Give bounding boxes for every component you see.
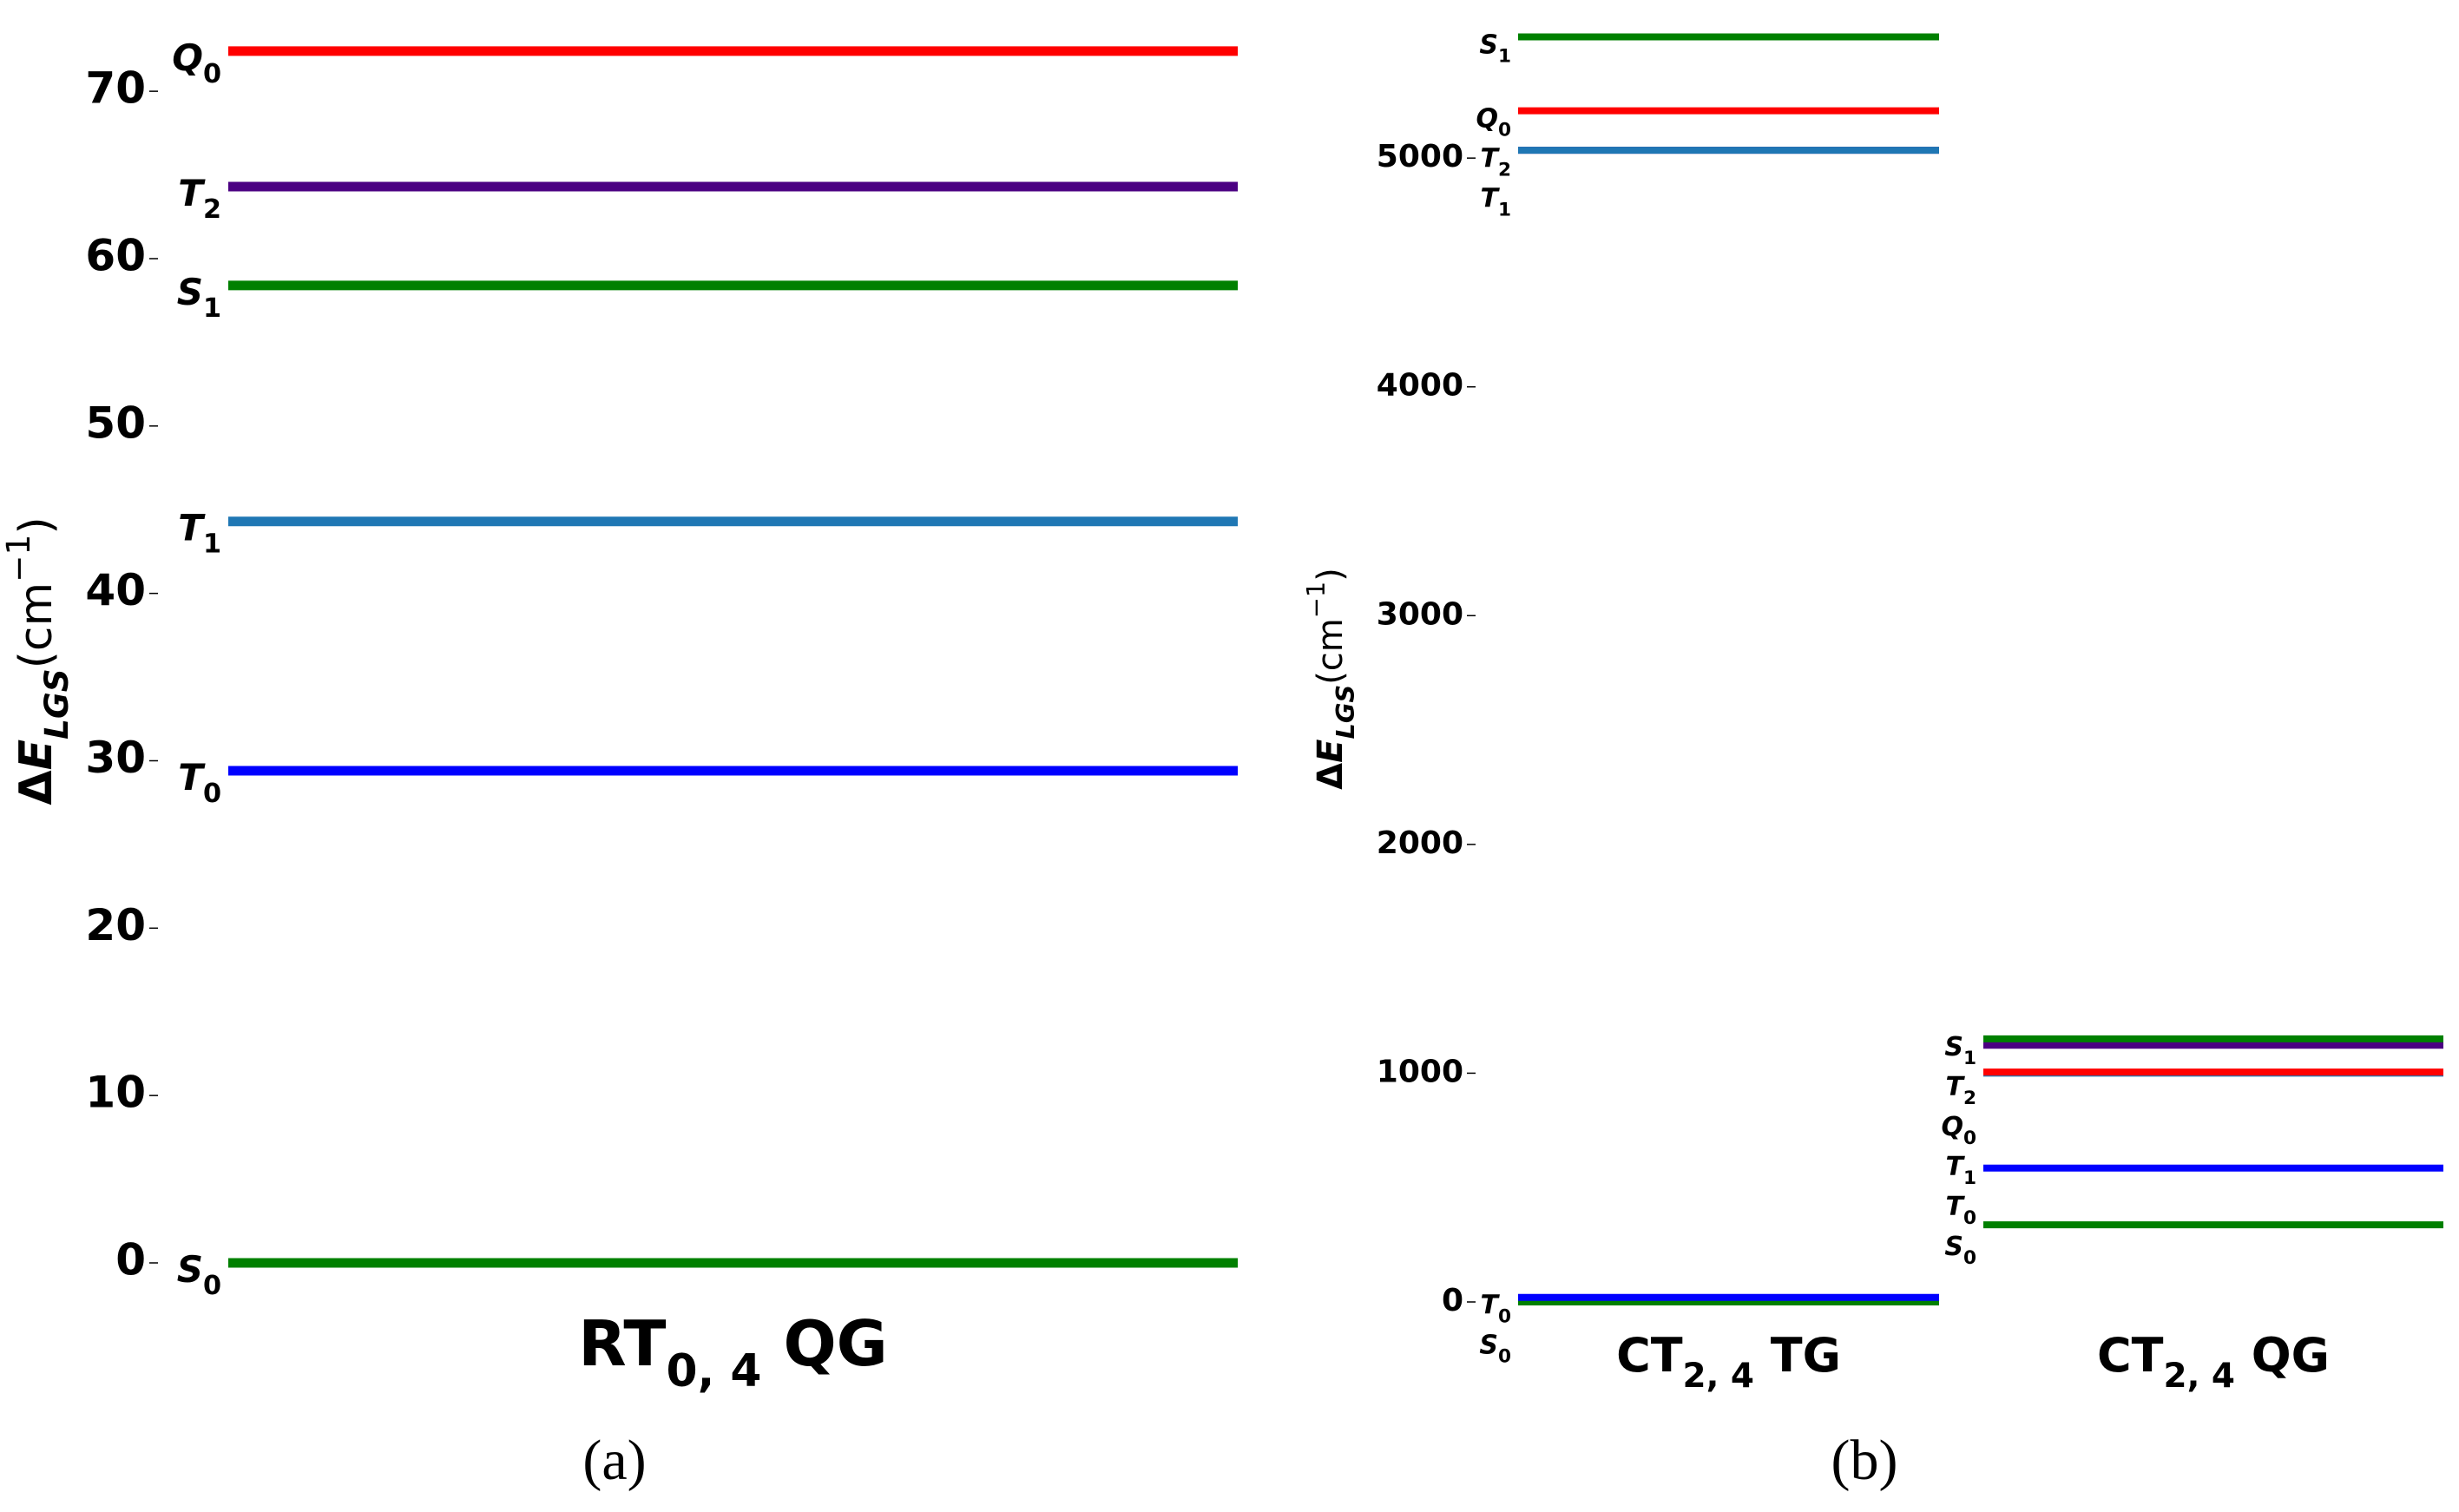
- category-label: RT0, 4 QG: [578, 1307, 888, 1397]
- level-label: T2: [178, 172, 221, 226]
- level-label: T1: [178, 506, 221, 560]
- level-label: T1: [1946, 1151, 1977, 1188]
- y-tick-label: 0: [115, 1235, 146, 1285]
- y-tick-label: 10: [85, 1068, 146, 1118]
- y-tick-label: 60: [85, 230, 146, 280]
- y-tick-label: 70: [85, 63, 146, 114]
- y-tick-label: 0: [1442, 1283, 1463, 1318]
- level-label: T0: [1946, 1191, 1977, 1228]
- level-label: Q0: [172, 36, 221, 89]
- level-label: T2: [1946, 1071, 1977, 1108]
- y-tick-label: 30: [85, 733, 146, 783]
- y-tick-label: 4000: [1377, 368, 1463, 404]
- level-label: S1: [1479, 30, 1511, 67]
- y-tick-label: 20: [85, 900, 146, 950]
- level-label: T0: [1481, 1290, 1512, 1327]
- y-axis-label: ΔELGS(cm−1): [0, 516, 76, 805]
- level-label: T0: [178, 756, 221, 810]
- level-label: S0: [1479, 1330, 1511, 1367]
- y-axis-label: ΔELGS(cm−1): [1301, 568, 1360, 790]
- category-label: CT2, 4 TG: [1616, 1328, 1841, 1396]
- y-tick-label: 1000: [1377, 1054, 1463, 1089]
- y-tick-label: 50: [85, 398, 146, 448]
- panel-caption: (b): [1831, 1429, 1898, 1492]
- level-label: S1: [177, 270, 221, 324]
- y-tick-label: 2000: [1377, 825, 1463, 861]
- level-label: Q0: [1476, 103, 1511, 141]
- y-tick-label: 3000: [1377, 596, 1463, 632]
- level-label: Q0: [1941, 1111, 1976, 1148]
- level-label: T2: [1481, 143, 1512, 181]
- category-label: CT2, 4 QG: [2097, 1328, 2330, 1396]
- y-tick-label: 5000: [1377, 139, 1463, 174]
- level-label: S1: [1944, 1031, 1976, 1068]
- level-label: S0: [1944, 1231, 1976, 1268]
- y-tick-label: 40: [85, 565, 146, 615]
- level-label: S0: [177, 1248, 221, 1302]
- level-label: T1: [1481, 183, 1512, 220]
- panel-caption: (a): [582, 1429, 646, 1492]
